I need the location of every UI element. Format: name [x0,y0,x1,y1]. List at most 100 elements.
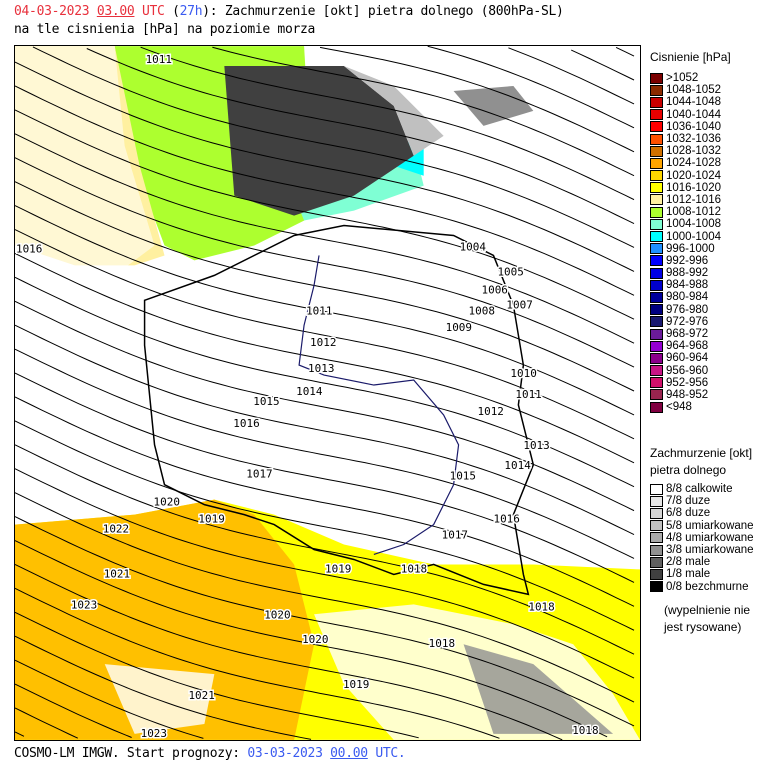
isobar-line [15,205,635,416]
legend-label: 5/8 umiarkowane [666,519,754,532]
isobar-label: 1015 [253,395,279,408]
isobar-line [15,516,635,727]
isobar-line [15,85,635,296]
legend-swatch [650,328,663,340]
legend-item: 996-1000 [650,243,721,255]
legend-item: 1044-1048 [650,96,721,108]
legend-swatch [650,157,663,169]
isobar-label: 1004 [460,240,487,253]
legend-label: 1020-1024 [666,169,721,182]
legend-item: 8/8 calkowite [650,483,754,495]
isobar-label: 1021 [188,689,214,702]
isobar-line [15,300,635,512]
legend-swatch [650,96,663,108]
isobar-label: 1012 [478,405,504,418]
legend-label: 1032-1036 [666,133,721,146]
legend-label: 996-1000 [666,242,715,255]
isobar-line [140,46,635,201]
legend-item: 948-952 [650,389,721,401]
legend-label: 4/8 umiarkowane [666,531,754,544]
cloud-legend-note: (wypelnienie nie jest rysowane) [664,603,751,634]
cloud-legend-title: Zachmurzenie [okt] [650,446,753,460]
legend-label: 1044-1048 [666,96,721,109]
isobar-line [15,157,635,368]
legend-swatch [650,495,663,507]
isobar-line [427,46,635,129]
legend-swatch [650,568,663,580]
legend-label: 948-952 [666,388,709,401]
isobar-line [15,540,608,738]
legend-label: 1004-1008 [666,218,721,231]
isobar-label: 1008 [469,304,495,317]
legend-item: 1008-1012 [650,206,721,218]
cloud-legend: 8/8 calkowite 7/8 duze 6/8 duze 5/8 umiarko… [650,483,754,593]
legend-swatch [650,84,663,96]
legend-item: <948 [650,401,721,413]
legend-item: 1/8 male [650,568,754,580]
legend-item: 1036-1040 [650,121,721,133]
legend-label: 2/8 male [666,556,711,569]
isobar-line [86,48,635,224]
legend-label: 980-984 [666,291,709,304]
legend-swatch [650,231,663,243]
isobar-label: 1017 [442,529,468,542]
legend-item: 1040-1044 [650,109,721,121]
isobar-label: 1016 [233,417,259,430]
isobar-line [15,348,635,559]
isobar-line [319,46,635,153]
isobar-line [15,587,500,739]
legend-item: 968-972 [650,328,721,340]
isobar-line [15,252,635,464]
legend-label: 8/8 calkowite [666,483,733,496]
legend-swatch [650,121,663,133]
isobar-line [15,611,419,739]
legend-swatch [650,206,663,218]
isobar-line [15,564,563,740]
isobar-line [15,133,635,344]
isobar-labels: 1011 1016 1004 1005 1006 1007 1008 1009 1011 1012… [15,52,600,740]
legend-item: 7/8 duze [650,495,754,507]
legend-item: 964-968 [650,340,721,352]
legend-swatch [650,365,663,377]
legend-label: 3/8 umiarkowane [666,544,754,557]
legend-label: 968-972 [666,328,709,341]
isobar-label: 1014 [504,459,531,472]
isobar-label: 1018 [528,600,554,613]
isobar-line [15,420,635,631]
legend-item: 1032-1036 [650,133,721,145]
isobar-line [508,47,635,105]
legend-swatch [650,556,663,568]
legend-item: 992-996 [650,255,721,267]
legend-label: 984-988 [666,279,709,292]
legend-item: 5/8 umiarkowane [650,520,754,532]
legend-label: 1008-1012 [666,206,721,219]
legend-swatch [650,72,663,84]
legend-label: 0/8 bezchmurne [666,580,749,593]
isobar-label: 1014 [296,385,323,398]
isobar-label: 1020 [264,608,290,621]
legend-swatch [650,340,663,352]
legend-item: >1052 [650,72,721,84]
isobar-label: 1020 [154,496,180,509]
legend-swatch [650,581,663,593]
legend-item: 1000-1004 [650,230,721,243]
isobar-line [15,707,79,739]
legend-swatch [650,389,663,401]
river [298,255,460,556]
isobar-label: 1019 [325,562,351,575]
isobar-label: 1018 [572,724,598,737]
legend-swatch [650,507,663,519]
cloud-legend-subtitle: pietra dolnego [650,463,727,477]
legend-label: 1000-1004 [666,230,721,243]
legend-label: 972-976 [666,315,709,328]
legend-label: 988-992 [666,267,709,280]
legend-item: 988-992 [650,267,721,279]
legend-item: 2/8 male [650,556,754,568]
isobar-line [32,46,635,248]
legend-label: 952-956 [666,376,709,389]
isobar-line [15,181,635,392]
isobar-line [615,46,635,57]
pressure-legend: >1052 1048-1052 1044-1048 1040-1044 1036-104… [650,72,721,413]
isobar-label: 1021 [104,567,130,580]
isobar-label: 1020 [302,633,328,646]
